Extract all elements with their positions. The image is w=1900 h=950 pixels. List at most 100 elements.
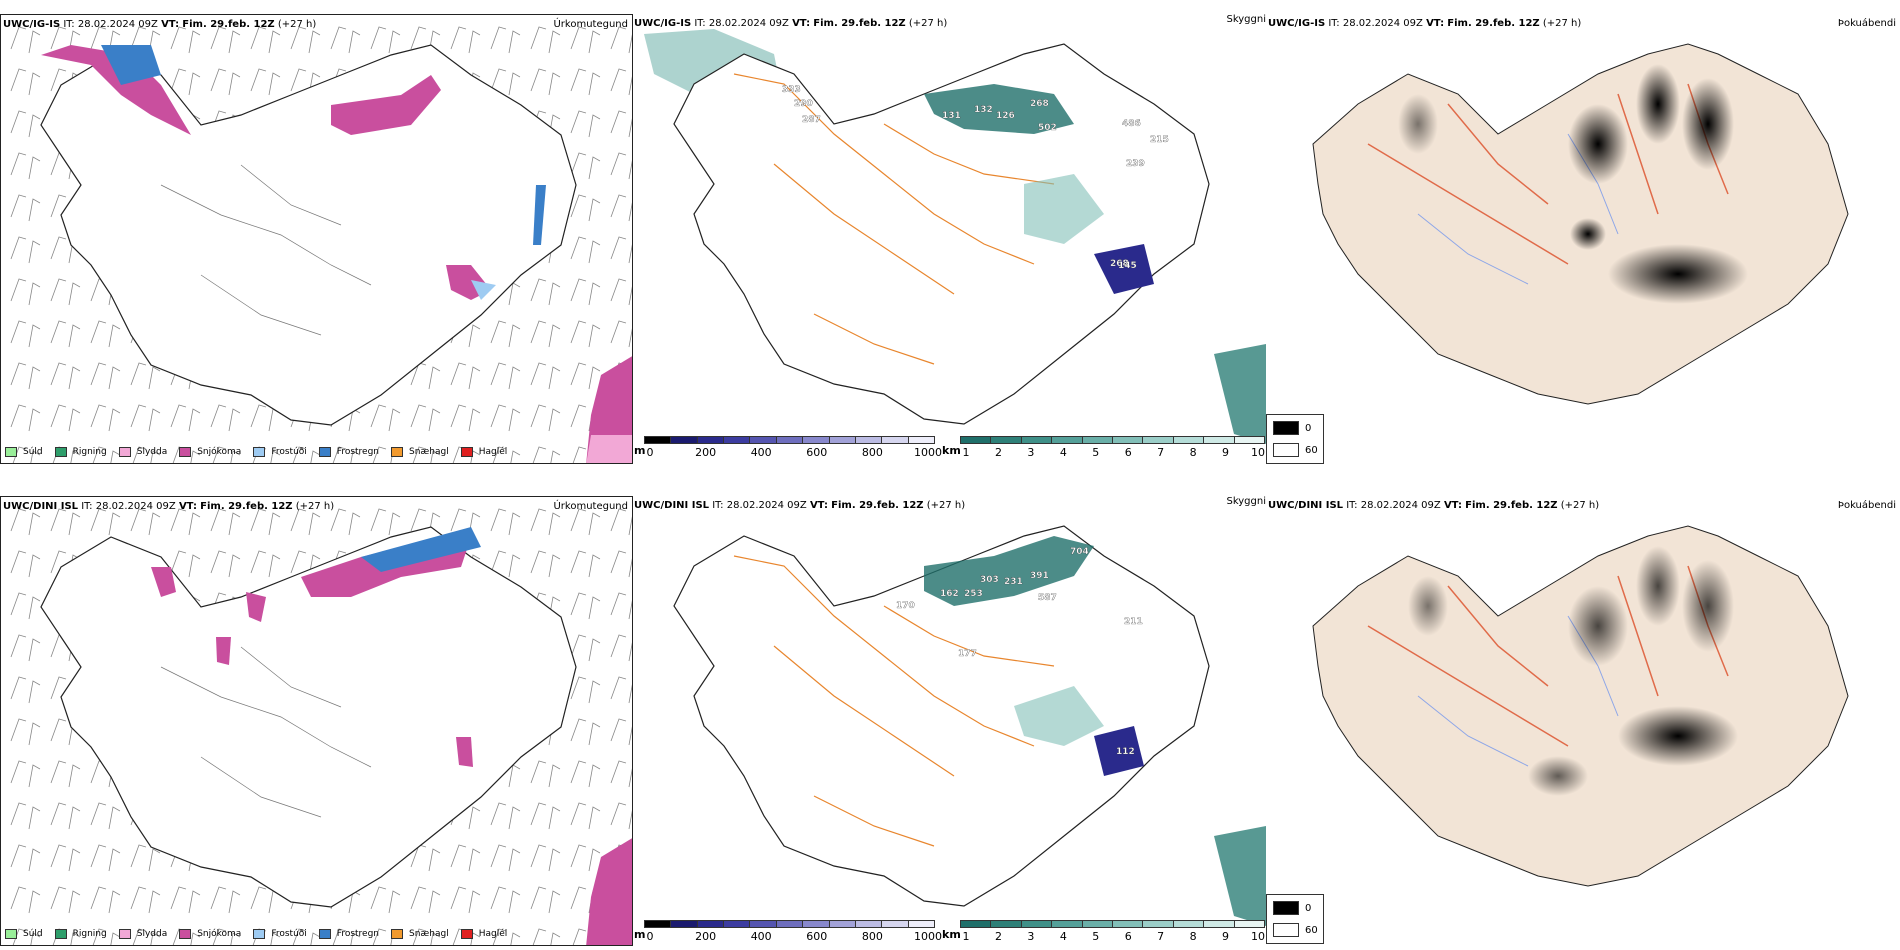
vis-panel-top: 333 290 287 131 132 126 268 502 486 215 … xyxy=(634,14,1266,464)
colorbar-segment xyxy=(696,436,725,444)
legend-swatch xyxy=(118,447,131,457)
colorbar-segment xyxy=(802,436,830,444)
vt-value: Fim. 29.feb. 12Z xyxy=(182,19,275,30)
precip-map-top xyxy=(1,15,632,463)
fog-swatch-dark xyxy=(1273,421,1299,435)
colorbar-tick: 400 xyxy=(750,930,772,943)
precip-header-top: UWC/IG-IS IT: 28.02.2024 09Z VT: Fim. 29… xyxy=(3,19,316,30)
fog-legend-top: 0 60 xyxy=(1266,414,1324,464)
legend-item: Snjókoma xyxy=(179,929,241,939)
colorbar-segment xyxy=(1172,436,1205,444)
vis-value: 132 xyxy=(974,105,993,115)
colorbar-tick: 7 xyxy=(1157,446,1165,459)
precip-title-bottom: Úrkomutegund xyxy=(553,501,628,512)
vis-value: 253 xyxy=(964,589,983,599)
colorbar-tick: 400 xyxy=(750,446,772,459)
fog-header-top: UWC/IG-IS IT: 28.02.2024 09Z VT: Fim. 29… xyxy=(1268,18,1582,29)
colorbar-tick: 2 xyxy=(994,930,1002,943)
colorbar-tick: 1000 xyxy=(914,930,942,943)
vis-header-top: UWC/IG-IS IT: 28.02.2024 09Z VT: Fim. 29… xyxy=(634,18,948,29)
fog-header-bottom: UWC/DINI ISL IT: 28.02.2024 09Z VT: Fim.… xyxy=(1268,500,1600,511)
colorbar-tick: 8 xyxy=(1189,446,1197,459)
legend-item: Snjókoma xyxy=(179,447,241,457)
colorbar-segment xyxy=(881,436,909,444)
colorbar-segment xyxy=(1081,920,1113,928)
colorbar-segment xyxy=(881,920,909,928)
colorbar-segment xyxy=(1203,920,1235,928)
colorbar-tick: 600 xyxy=(806,446,828,459)
colorbar-segment xyxy=(749,920,777,928)
colorbar-tick: 600 xyxy=(806,930,828,943)
fog-title-bottom: Þokuábendi xyxy=(1837,500,1896,511)
colorbar-segment xyxy=(854,436,883,444)
colorbar-segment xyxy=(1233,436,1265,444)
colorbar-segment xyxy=(670,436,698,444)
legend-item: Frostúði xyxy=(253,929,307,939)
colorbar-tick: 10 xyxy=(1251,446,1265,459)
legend-swatch xyxy=(54,447,67,457)
colorbar-segment xyxy=(802,920,830,928)
colorbar-segment xyxy=(907,436,935,444)
iceland-outline-top-precip xyxy=(40,44,577,426)
fog-title-top: Þokuábendi xyxy=(1837,18,1896,29)
vis-value: 587 xyxy=(1038,593,1057,603)
colorbar-tick: 4 xyxy=(1059,446,1067,459)
vis-colorbar-m-bottom: m 0 200 400 600 800 1000 xyxy=(634,920,942,944)
precip-legend-top: Súld Rigning Slydda Snjókoma Frostúði Fr… xyxy=(5,447,519,457)
colorbar-tick: 4 xyxy=(1059,930,1067,943)
precip-title-top: Úrkomutegund xyxy=(553,19,628,30)
legend-swatch xyxy=(391,447,404,457)
fog-map-bottom xyxy=(1312,525,1849,887)
vis-map-bottom: 170 162 253 303 231 391 704 587 177 211 … xyxy=(673,525,1266,926)
colorbar-segment xyxy=(990,920,1022,928)
legend-swatch xyxy=(253,929,266,939)
vis-value: 333 xyxy=(782,85,801,95)
colorbar-tick: 2 xyxy=(994,446,1002,459)
colorbar-tick: 200 xyxy=(695,930,717,943)
vis-value: 239 xyxy=(1126,159,1145,169)
colorbar-tick: 10 xyxy=(1251,930,1265,943)
colorbar-segment xyxy=(1203,436,1235,444)
colorbar-segment xyxy=(854,920,883,928)
colorbar-segment xyxy=(1051,920,1083,928)
colorbar-segment xyxy=(1051,436,1083,444)
colorbar-segment xyxy=(828,920,856,928)
colorbar-segment xyxy=(907,920,935,928)
colorbar-tick: 0 xyxy=(646,446,654,459)
vis-value: 704 xyxy=(1070,547,1089,557)
colorbar-segment xyxy=(1233,920,1265,928)
colorbar-tick: 800 xyxy=(861,446,883,459)
precip-map-bottom xyxy=(1,497,632,945)
it-label: IT: xyxy=(63,19,75,30)
colorbar-tick: 0 xyxy=(646,930,654,943)
colorbar-tick: 6 xyxy=(1124,446,1132,459)
colorbar-segment xyxy=(1112,920,1144,928)
colorbar-tick: 3 xyxy=(1027,446,1035,459)
vis-value: 112 xyxy=(1116,747,1135,757)
vis-value: 502 xyxy=(1038,123,1057,133)
precip-legend-bottom: Súld Rigning Slydda Snjókoma Frostúði Fr… xyxy=(5,929,519,939)
vis-value: 303 xyxy=(980,575,999,585)
colorbar-segment xyxy=(749,436,777,444)
colorbar-segment xyxy=(775,920,804,928)
legend-item: Haglél xyxy=(460,447,507,457)
fog-panel-bottom: UWC/DINI ISL IT: 28.02.2024 09Z VT: Fim.… xyxy=(1268,496,1900,892)
vis-colorbar-km-bottom: km 1 2 3 4 5 6 7 8 9 10 xyxy=(942,920,1266,944)
legend-item: Rigning xyxy=(54,447,107,457)
colorbar-segment xyxy=(644,436,672,444)
legend-item: Rigning xyxy=(54,929,107,939)
vis-value: 290 xyxy=(794,99,813,109)
colorbar-tick: 3 xyxy=(1027,930,1035,943)
colorbar-tick: 7 xyxy=(1157,930,1165,943)
vis-map-top: 333 290 287 131 132 126 268 502 486 215 … xyxy=(644,29,1266,444)
vis-colorbar-m-top: m 0 200 400 600 800 1000 xyxy=(634,436,942,460)
legend-swatch xyxy=(391,929,404,939)
legend-swatch xyxy=(318,929,331,939)
vis-value: 145 xyxy=(1118,261,1137,271)
colorbar-segment xyxy=(960,920,992,928)
colorbar-tick: 800 xyxy=(861,930,883,943)
legend-item: Súld xyxy=(5,929,43,939)
legend-swatch xyxy=(54,929,67,939)
vis-value: 486 xyxy=(1122,119,1141,129)
colorbar-tick: 5 xyxy=(1092,930,1100,943)
